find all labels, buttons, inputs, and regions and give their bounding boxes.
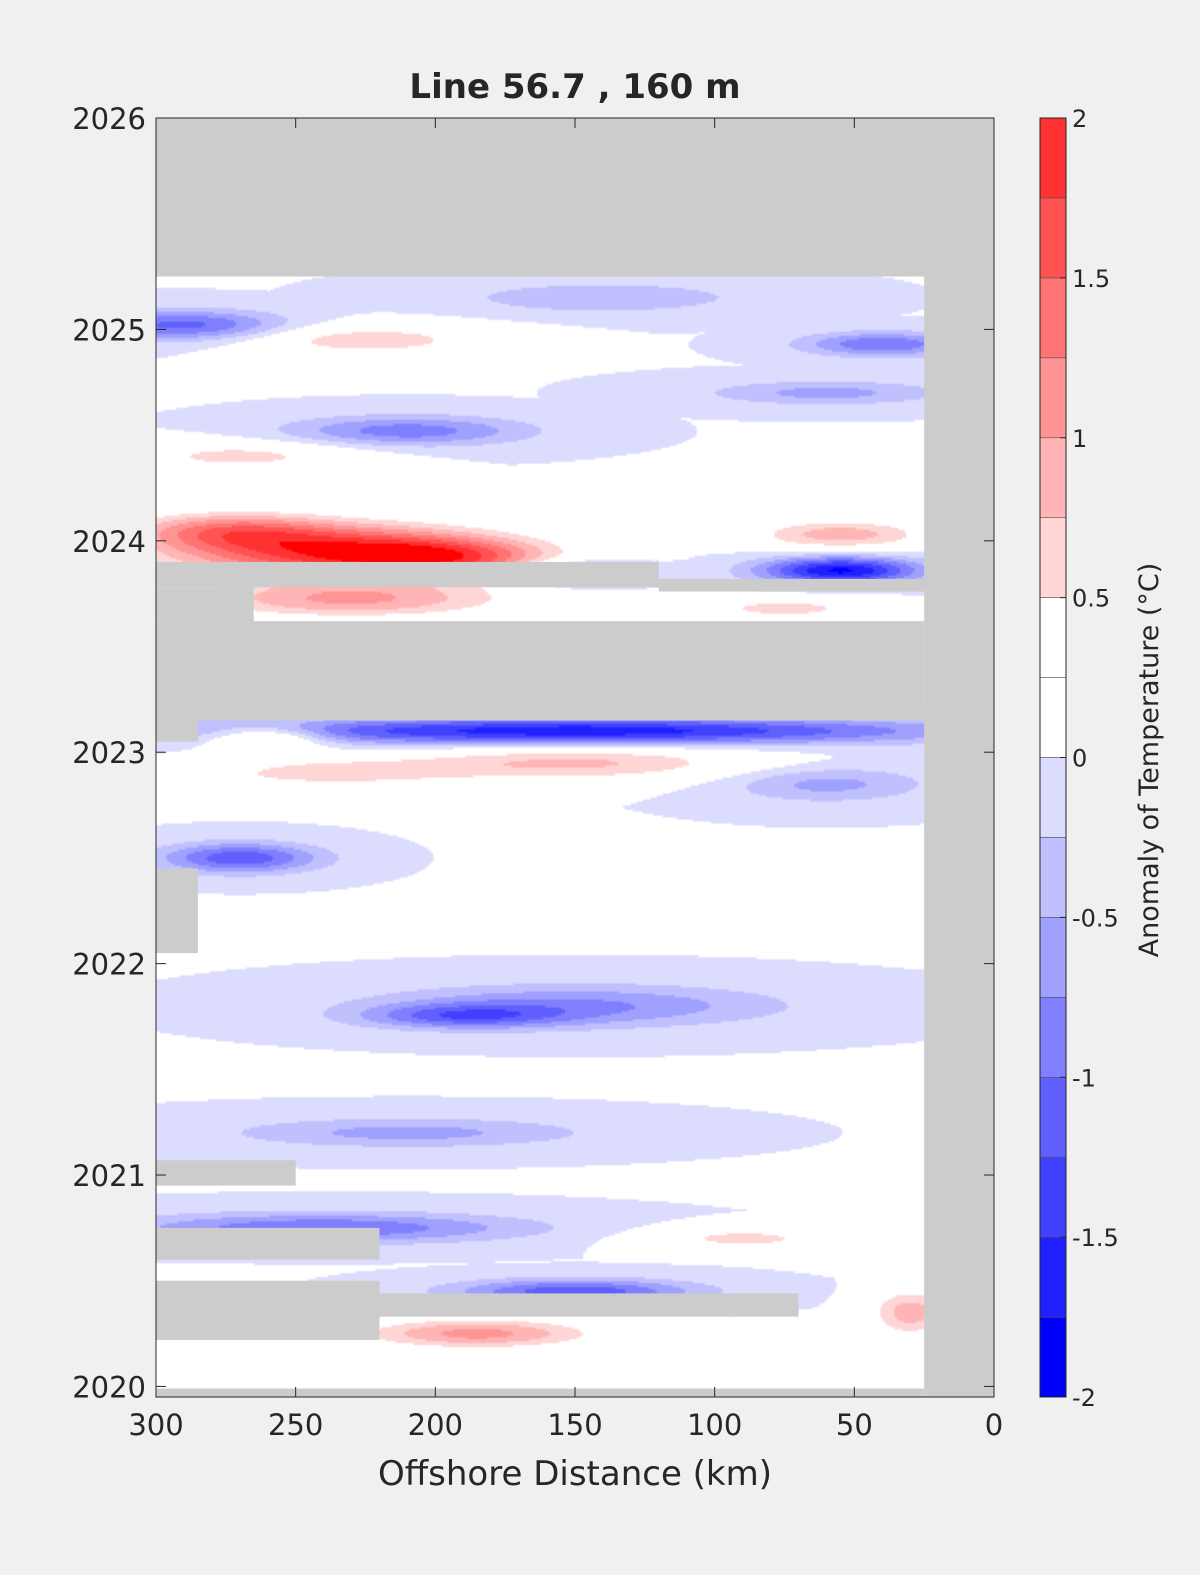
- colorbar-swatch: [1039, 517, 1067, 598]
- colorbar-swatch: [1039, 677, 1067, 758]
- missing-data-region: [156, 1227, 380, 1260]
- colorbar-swatch: [1039, 1316, 1067, 1398]
- y-tick-label: 2026: [72, 102, 146, 136]
- colorbar-swatch: [1039, 1236, 1067, 1318]
- x-tick-label: 200: [408, 1408, 463, 1442]
- colorbar-swatch: [1039, 757, 1067, 838]
- colorbar-tick-label: 1: [1072, 425, 1087, 453]
- missing-data-region: [156, 868, 198, 954]
- y-tick-label: 2022: [72, 948, 146, 982]
- x-axis: 300 250 200 150 100 50 0: [128, 118, 1003, 1442]
- missing-data-region: [156, 621, 925, 721]
- y-tick-label: 2020: [72, 1370, 146, 1404]
- colorbar-swatch: [1039, 917, 1067, 998]
- colorbar-swatch: [1039, 837, 1067, 918]
- missing-data-region: [156, 1280, 380, 1340]
- colorbar-tick-label: -1: [1072, 1064, 1096, 1092]
- missing-data-region: [156, 1160, 296, 1186]
- missing-data-region: [156, 1388, 925, 1397]
- y-tick-label: 2024: [72, 525, 146, 559]
- colorbar: 2 1.5 1 0.5 0 -0.5 -1 -1.5 -2: [1039, 105, 1119, 1412]
- plot-area: [156, 118, 994, 1397]
- colorbar-swatch: [1039, 277, 1067, 359]
- colorbar-tick-label: 0: [1072, 745, 1087, 773]
- missing-data-region: [156, 561, 659, 588]
- y-tick-label: 2023: [72, 736, 146, 770]
- missing-data-region: [156, 587, 254, 622]
- y-tick-label: 2021: [72, 1159, 146, 1193]
- colorbar-swatch: [1039, 1156, 1067, 1238]
- missing-data-region: [924, 118, 994, 1397]
- colorbar-swatch: [1039, 357, 1067, 439]
- x-tick-label: 50: [836, 1408, 873, 1442]
- x-tick-label: 100: [687, 1408, 742, 1442]
- y-tick-label: 2025: [72, 313, 146, 347]
- x-tick-label: 250: [268, 1408, 323, 1442]
- colorbar-swatch: [1039, 1076, 1067, 1158]
- missing-data-region: [658, 578, 925, 592]
- chart-title: Line 56.7 , 160 m: [409, 67, 740, 107]
- colorbar-swatch: [1039, 197, 1067, 279]
- colorbar-swatch: [1039, 597, 1067, 678]
- colorbar-tick-label: 1.5: [1072, 265, 1110, 293]
- x-tick-label: 300: [128, 1408, 183, 1442]
- missing-data-region: [156, 118, 994, 277]
- x-tick-label: 150: [547, 1408, 602, 1442]
- colorbar-label: Anomaly of Temperature (°C): [1134, 563, 1165, 958]
- y-axis: 2020 2021 2022 2023 2024 2025 2026: [72, 102, 994, 1404]
- colorbar-swatch: [1039, 997, 1067, 1078]
- colorbar-tick-label: 0.5: [1072, 585, 1110, 613]
- colorbar-tick-label: -2: [1072, 1384, 1096, 1412]
- colorbar-tick-label: -1.5: [1072, 1224, 1119, 1252]
- colorbar-tick-label: -0.5: [1072, 904, 1119, 932]
- heatmap-field: [156, 118, 994, 1397]
- colorbar-tick-label: 2: [1072, 105, 1087, 133]
- colorbar-swatch: [1039, 437, 1067, 518]
- x-tick-label: 0: [985, 1408, 1003, 1442]
- x-axis-label: Offshore Distance (km): [378, 1454, 772, 1494]
- colorbar-swatch: [1039, 117, 1067, 199]
- missing-data-region: [156, 720, 198, 742]
